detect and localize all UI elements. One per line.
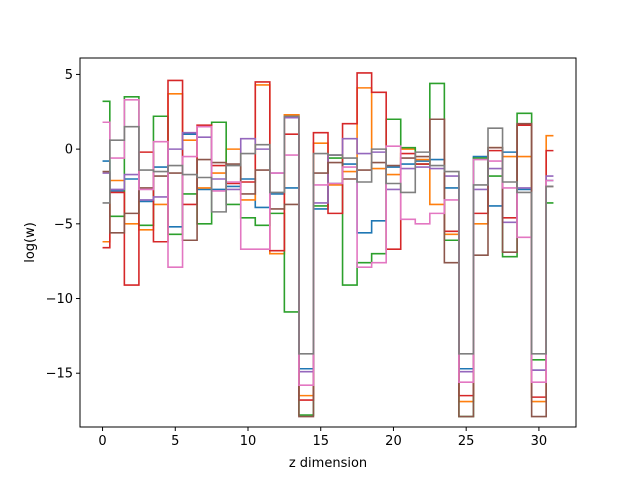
x-tick-label: 5 xyxy=(171,434,179,449)
x-tick-label: 0 xyxy=(98,434,106,449)
y-axis-ticks: 5 0 −5 −10 −15 xyxy=(46,68,80,382)
y-tick-label: −10 xyxy=(46,292,73,307)
series-line-7 xyxy=(102,115,554,355)
y-tick-label: −15 xyxy=(46,367,73,382)
y-tick-label: 0 xyxy=(65,143,73,158)
x-axis-ticks: 0 5 10 15 20 25 30 xyxy=(98,427,547,449)
plot-area xyxy=(102,72,554,418)
axes-frame xyxy=(79,57,577,428)
y-tick-label: 5 xyxy=(65,68,73,83)
series-line-4 xyxy=(102,116,554,373)
x-tick-label: 30 xyxy=(531,434,548,449)
series-line-5 xyxy=(102,118,554,418)
x-tick-label: 25 xyxy=(458,434,475,449)
x-axis-label: z dimension xyxy=(289,456,367,471)
y-axis-label: log(w) xyxy=(23,222,38,263)
x-tick-label: 10 xyxy=(240,434,257,449)
y-tick-label: −5 xyxy=(54,217,73,232)
series-line-6 xyxy=(102,99,554,386)
x-tick-label: 20 xyxy=(385,434,402,449)
x-tick-label: 15 xyxy=(312,434,329,449)
